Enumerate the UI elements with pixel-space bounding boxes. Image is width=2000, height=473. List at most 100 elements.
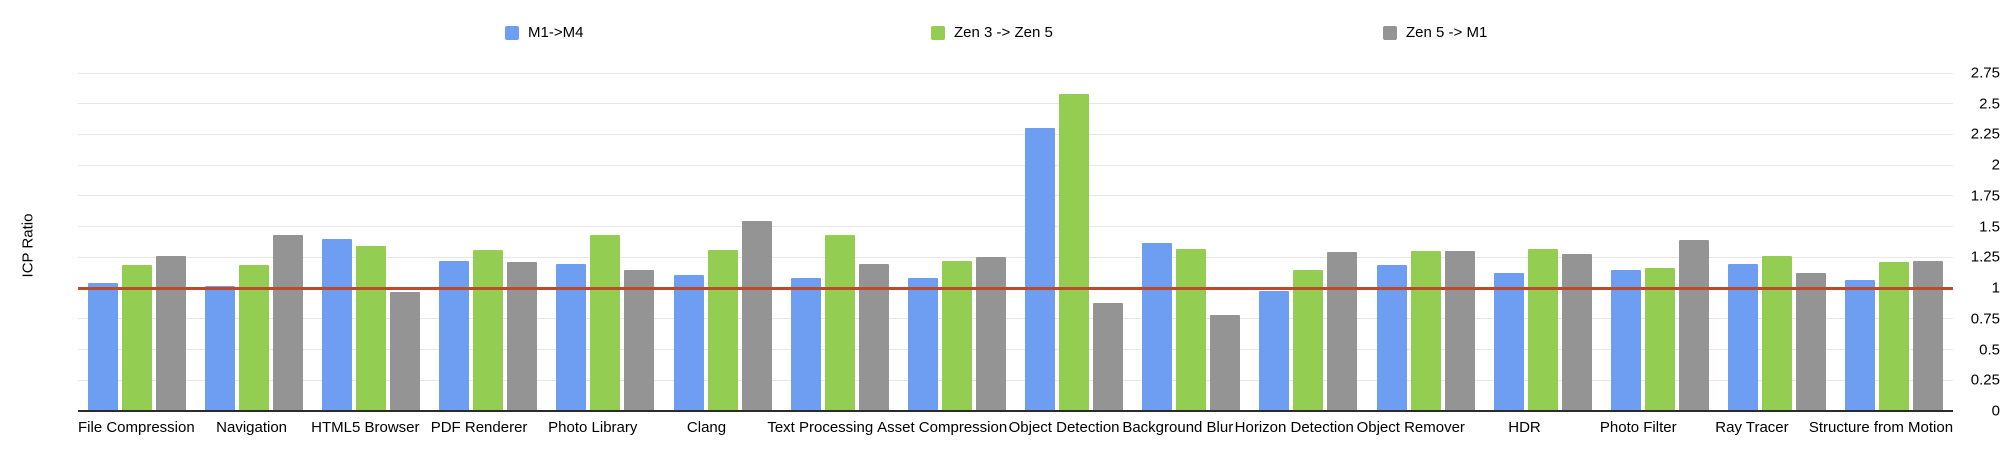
- bar-group: [78, 60, 195, 411]
- bar: [1645, 268, 1676, 411]
- reference-line: [78, 286, 1953, 290]
- bar: [1176, 248, 1207, 411]
- y-tick-label: 1.75: [1970, 187, 2000, 205]
- bar: [155, 256, 186, 411]
- y-tick-label: 0.25: [1970, 371, 2000, 389]
- bar-group: [1836, 60, 1953, 411]
- legend-label: Zen 5 -> M1: [1406, 24, 1488, 41]
- legend-swatch-icon: [931, 25, 945, 40]
- bar: [1093, 302, 1124, 411]
- bar: [1611, 269, 1642, 411]
- bar: [941, 261, 972, 411]
- x-category-label: Text Processing: [767, 419, 874, 436]
- gridline: [78, 103, 1953, 105]
- x-category-label: Clang: [686, 419, 727, 436]
- bar: [1059, 93, 1090, 411]
- y-tick-label: 0.5: [1979, 341, 2000, 359]
- gridline: [78, 318, 1953, 320]
- bar: [355, 246, 386, 411]
- gridline: [78, 195, 1953, 197]
- bar-group: [430, 60, 547, 411]
- y-tick-label: 2.75: [1970, 64, 2000, 82]
- bar: [790, 278, 821, 411]
- bar: [1796, 273, 1827, 411]
- y-tick-label: 1.25: [1970, 248, 2000, 266]
- x-category-label: Object Remover: [1356, 419, 1465, 436]
- bar: [1142, 242, 1173, 411]
- bar: [1327, 252, 1358, 411]
- bar: [272, 235, 303, 411]
- bar-group: [781, 60, 898, 411]
- legend-swatch-icon: [505, 25, 519, 40]
- bar: [1493, 273, 1524, 411]
- bar: [824, 235, 855, 411]
- x-category-label: Horizon Detection: [1234, 419, 1354, 436]
- bar: [473, 250, 504, 411]
- x-category-label: Photo Library: [548, 419, 638, 436]
- bar: [439, 261, 470, 411]
- bar: [87, 283, 118, 411]
- plot-area: [78, 60, 1953, 412]
- bar: [707, 250, 738, 411]
- gridline: [78, 379, 1953, 381]
- gridline: [78, 164, 1953, 166]
- bar: [741, 220, 772, 411]
- y-tick-label: 0.75: [1970, 310, 2000, 328]
- x-category-label: PDF Renderer: [430, 419, 528, 436]
- x-category-label: File Compression: [78, 419, 195, 436]
- x-axis-line: [78, 410, 1953, 412]
- bar-group: [547, 60, 664, 411]
- bar: [624, 269, 655, 411]
- y-tick-label: 2.5: [1979, 95, 2000, 113]
- bar-group: [898, 60, 1015, 411]
- bar: [1913, 261, 1944, 411]
- bar: [1527, 248, 1558, 411]
- bar: [1561, 253, 1592, 411]
- x-category-label: Structure from Motion: [1808, 419, 1954, 436]
- bar: [1879, 262, 1910, 411]
- x-category-label: Ray Tracer: [1715, 419, 1789, 436]
- gridline: [78, 72, 1953, 74]
- bar: [1410, 251, 1441, 411]
- bar-group: [1367, 60, 1484, 411]
- legend-item: M1->M4: [505, 24, 583, 41]
- gridline: [78, 226, 1953, 228]
- bar-group: [1016, 60, 1133, 411]
- bar: [1679, 240, 1710, 411]
- bar-group: [312, 60, 429, 411]
- bar-group: [1484, 60, 1601, 411]
- gridline: [78, 256, 1953, 258]
- y-axis-title: ICP Ratio: [19, 213, 37, 278]
- bar-group: [664, 60, 781, 411]
- bar: [321, 238, 352, 411]
- legend-label: M1->M4: [528, 24, 584, 41]
- legend-swatch-icon: [1383, 25, 1397, 40]
- bar: [389, 291, 420, 411]
- bar: [1293, 269, 1324, 411]
- bar: [975, 257, 1006, 411]
- bar-group: [1133, 60, 1250, 411]
- bar-group: [195, 60, 312, 411]
- bar: [1259, 290, 1290, 411]
- x-category-label: Navigation: [216, 419, 288, 436]
- legend-label: Zen 3 -> Zen 5: [954, 24, 1053, 41]
- x-axis-labels: File Compression Navigation HTML5 Browser P…: [78, 419, 1953, 436]
- y-tick-label: 2.25: [1970, 125, 2000, 143]
- bar: [673, 274, 704, 411]
- bar: [1762, 256, 1793, 411]
- legend-item: Zen 3 -> Zen 5: [931, 24, 1053, 41]
- bar: [1444, 251, 1475, 411]
- y-tick-label: 0: [1991, 402, 2000, 420]
- legend-item: Zen 5 -> M1: [1383, 24, 1487, 41]
- x-category-label: HDR: [1508, 419, 1541, 436]
- bar-groups: [78, 60, 1953, 411]
- y-tick-label: 2: [1991, 156, 2000, 174]
- x-category-label: HTML5 Browser: [311, 419, 420, 436]
- bar-group: [1250, 60, 1367, 411]
- y-tick-label: 1.5: [1979, 218, 2000, 236]
- bar: [204, 285, 235, 411]
- bar: [507, 262, 538, 411]
- bar: [1210, 315, 1241, 411]
- bar: [590, 235, 621, 411]
